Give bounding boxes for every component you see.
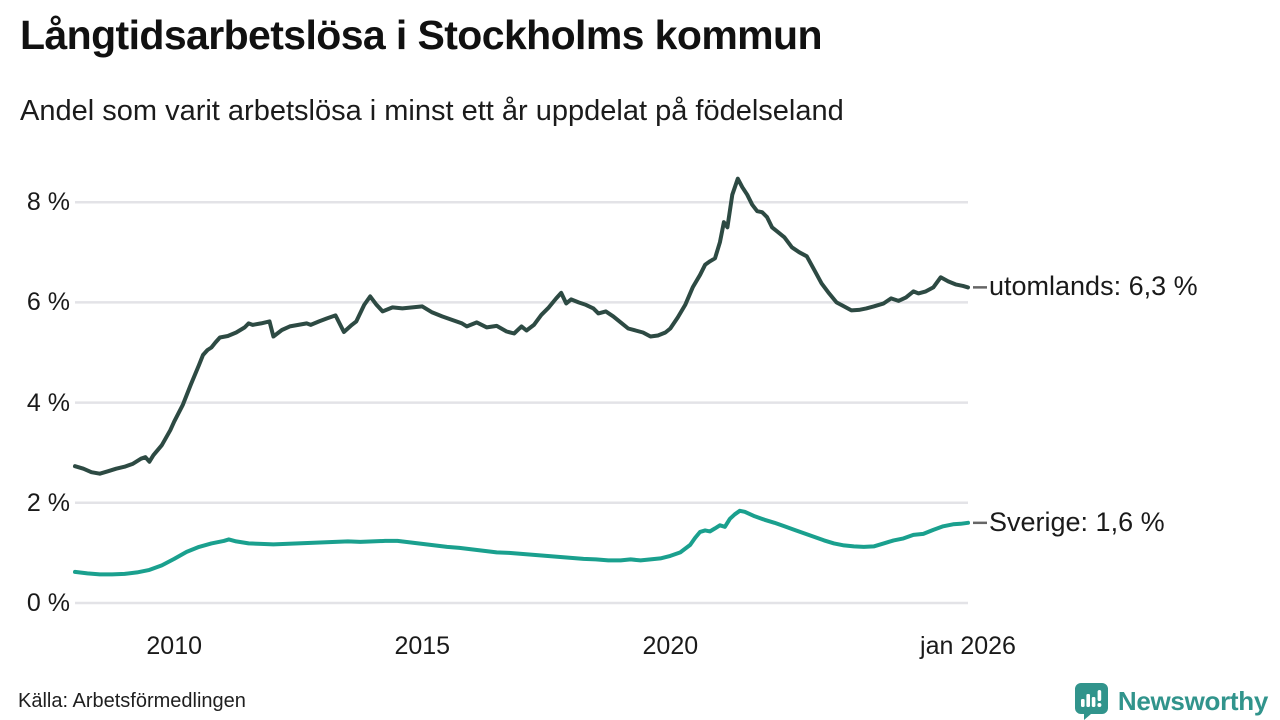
y-tick-label: 2 %: [26, 488, 70, 517]
source-note: Källa: Arbetsförmedlingen: [18, 690, 246, 712]
x-tick-label: 2015: [394, 632, 451, 660]
y-tick-label: 8 %: [26, 188, 70, 217]
x-tick-label: 2020: [642, 632, 699, 660]
series-line-utomlands: [73, 176, 970, 476]
newsworthy-logo: Newsworthy: [1074, 682, 1268, 720]
x-tick-label: jan 2026: [920, 632, 1016, 660]
newsworthy-wordmark: Newsworthy: [1117, 685, 1268, 716]
series-end-label-Sverige: Sverige: 1,6 %: [989, 506, 1165, 537]
series-end-label-utomlands: utomlands: 6,3 %: [989, 271, 1198, 302]
y-tick-label: 4 %: [26, 388, 70, 417]
newsworthy-bubble-chart-icon: [1074, 683, 1108, 720]
y-tick-label: 0 %: [26, 589, 70, 617]
x-tick-label: 2010: [146, 632, 203, 660]
y-tick-label: 6 %: [26, 288, 70, 317]
page-title: Långtidsarbetslösa i Stockholms kommun: [20, 12, 823, 58]
series-line-Sverige: [73, 508, 970, 577]
page-subtitle: Andel som varit arbetslösa i minst ett å…: [20, 95, 844, 127]
